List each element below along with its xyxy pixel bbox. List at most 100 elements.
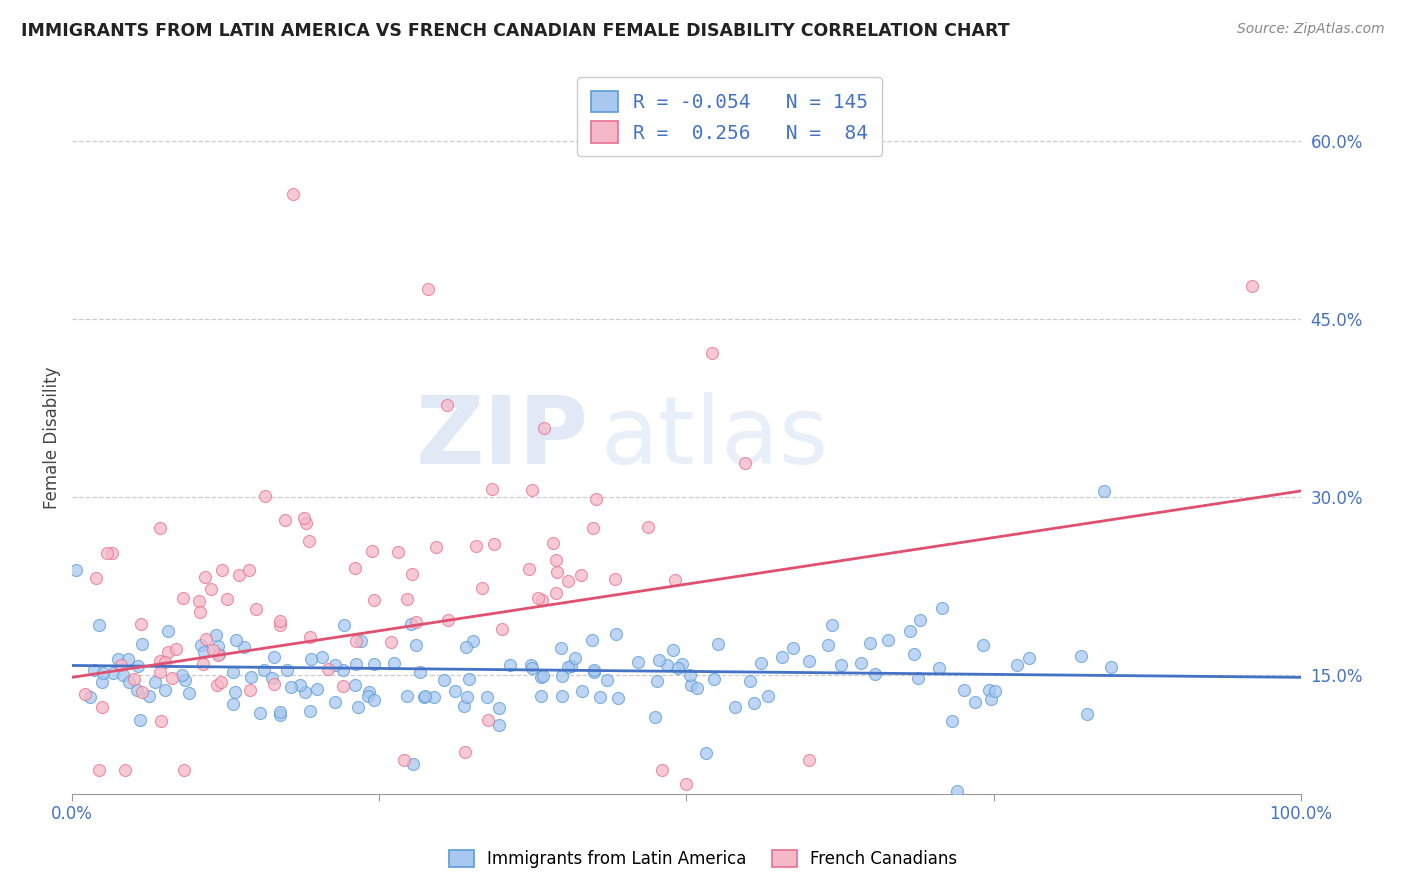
Point — [127, 683, 149, 698]
Point — [332, 663, 354, 677]
Point — [249, 706, 271, 720]
Point — [194, 570, 217, 584]
Point — [644, 710, 666, 724]
Point — [253, 663, 276, 677]
Point — [129, 617, 152, 632]
Point — [770, 650, 793, 665]
Point — [941, 714, 963, 729]
Point — [149, 665, 172, 679]
Point — [292, 511, 315, 525]
Point — [274, 513, 297, 527]
Point — [1076, 707, 1098, 722]
Point — [91, 700, 114, 714]
Point — [695, 746, 717, 760]
Point — [392, 754, 415, 768]
Point — [211, 563, 233, 577]
Point — [651, 763, 673, 777]
Point — [585, 492, 607, 507]
Point — [298, 533, 321, 548]
Point — [678, 667, 700, 681]
Point — [90, 674, 112, 689]
Point — [96, 546, 118, 560]
Point — [359, 684, 381, 698]
Point — [395, 592, 418, 607]
Point — [520, 483, 543, 498]
Point — [283, 187, 305, 202]
Point — [305, 682, 328, 697]
Point — [138, 690, 160, 704]
Point — [172, 668, 194, 682]
Point — [671, 657, 693, 672]
Point — [363, 693, 385, 707]
Point — [851, 656, 873, 670]
Point — [482, 536, 505, 550]
Point — [363, 657, 385, 671]
Point — [165, 641, 187, 656]
Legend: Immigrants from Latin America, French Canadians: Immigrants from Latin America, French Ca… — [443, 843, 963, 875]
Point — [782, 640, 804, 655]
Point — [742, 697, 765, 711]
Point — [84, 571, 107, 585]
Point — [953, 683, 976, 698]
Point — [751, 657, 773, 671]
Point — [471, 581, 494, 595]
Point — [491, 623, 513, 637]
Point — [423, 690, 446, 705]
Point — [817, 638, 839, 652]
Point — [107, 651, 129, 665]
Point — [758, 689, 780, 703]
Point — [530, 690, 553, 704]
Point — [294, 685, 316, 699]
Point — [295, 516, 318, 531]
Point — [269, 707, 291, 722]
Point — [557, 574, 579, 588]
Point — [488, 718, 510, 732]
Point — [153, 683, 176, 698]
Point — [546, 566, 568, 580]
Point — [454, 745, 477, 759]
Point — [551, 690, 574, 704]
Point — [190, 638, 212, 652]
Point — [382, 656, 405, 670]
Point — [413, 690, 436, 704]
Point — [201, 643, 224, 657]
Point — [380, 635, 402, 649]
Point — [461, 634, 484, 648]
Point — [582, 663, 605, 677]
Point — [488, 701, 510, 715]
Point — [907, 671, 929, 685]
Point — [253, 489, 276, 503]
Point — [481, 483, 503, 497]
Point — [657, 657, 679, 672]
Point — [208, 647, 231, 661]
Point — [1092, 483, 1115, 498]
Point — [543, 535, 565, 549]
Point — [222, 665, 245, 679]
Point — [172, 591, 194, 605]
Point — [262, 671, 284, 685]
Point — [101, 546, 124, 560]
Point — [344, 657, 367, 671]
Point — [114, 763, 136, 777]
Point — [188, 605, 211, 619]
Point — [127, 659, 149, 673]
Point — [245, 602, 267, 616]
Point — [207, 639, 229, 653]
Point — [972, 638, 994, 652]
Point — [551, 669, 574, 683]
Point — [149, 654, 172, 668]
Point — [436, 398, 458, 412]
Point — [433, 673, 456, 688]
Point — [1240, 278, 1263, 293]
Point — [830, 657, 852, 672]
Point — [603, 572, 626, 586]
Point — [475, 690, 498, 705]
Point — [387, 545, 409, 559]
Point — [583, 665, 606, 680]
Point — [131, 684, 153, 698]
Point — [239, 682, 262, 697]
Point — [1005, 658, 1028, 673]
Point — [156, 645, 179, 659]
Point — [686, 681, 709, 695]
Point — [645, 674, 668, 689]
